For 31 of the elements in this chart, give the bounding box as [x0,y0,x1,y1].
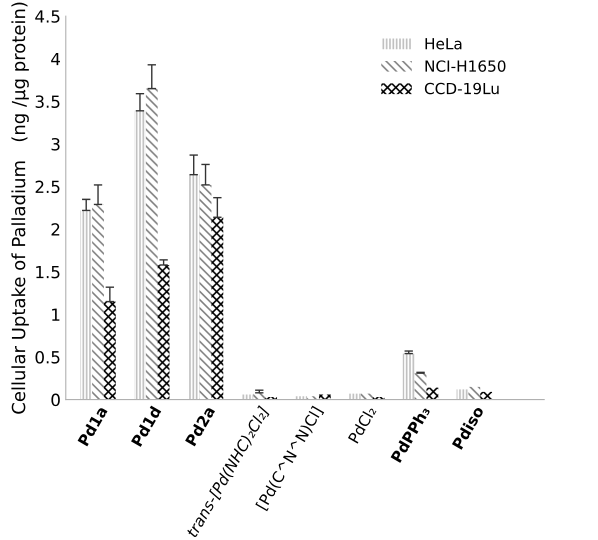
y-tick-label: 4.5 [35,10,60,23]
legend-label: NCI-H1650 [426,60,506,72]
y-axis-title: Cellular Uptake of Palladium (ng /µg protein) [11,2,29,414]
y-tick-label: 1.5 [36,266,60,278]
bar [80,210,92,400]
y-tick-label: 0 [51,394,60,406]
legend-label: HeLa [426,38,462,50]
bar [211,217,224,400]
bar [349,394,361,400]
y-tick-label: 2 [52,223,60,236]
bar [134,110,146,400]
bar [360,394,373,400]
bar [146,88,158,400]
y-tick-label: 3.5 [36,95,60,108]
bar [188,174,200,400]
y-tick-label: 2.5 [36,180,60,194]
y-tick-label: 3 [52,138,60,151]
bar [104,302,116,400]
bar [468,386,480,400]
y-tick-label: 0.5 [36,350,60,364]
bar [480,392,492,400]
bar [456,389,468,400]
y-tick-label: 4 [51,52,60,66]
bar [92,204,104,400]
bar [200,184,212,400]
y-tick-label: 1 [52,308,60,321]
bar [402,354,415,400]
bar [414,373,426,400]
bar [158,264,170,400]
bar [426,388,438,400]
legend-label: CCD-19Lu [424,82,499,94]
